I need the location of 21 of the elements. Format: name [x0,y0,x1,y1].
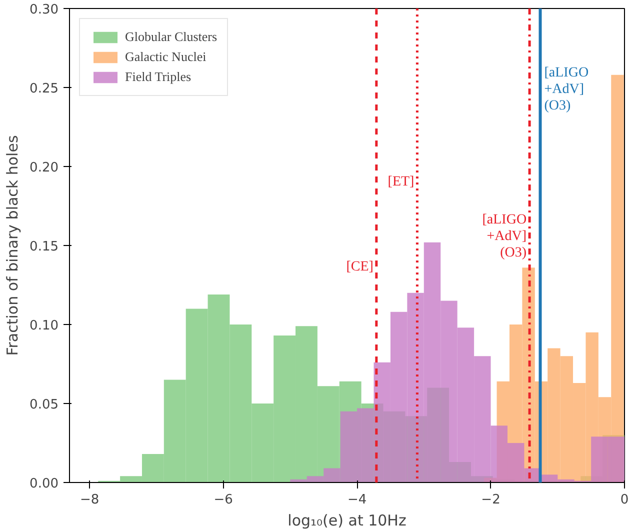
legend-label: Galactic Nuclei [125,49,206,65]
ref-line-label: [aLIGO +AdV] (O3) [544,65,589,114]
y-tick-label: 0.30 [30,2,59,18]
y-tick-label: 0.15 [30,240,59,254]
ref-line-label: [aLIGO +AdV] (O3) [482,212,527,260]
legend-label: Field Triples [125,69,192,85]
y-tick-label: 0.25 [30,82,59,96]
y-tick-label: 0.05 [30,398,59,412]
x-tick-label: −6 [214,492,233,508]
ref-line-label: [CE] [346,260,374,275]
y-tick-label: 0.10 [30,318,59,334]
x-tick-label: −4 [347,492,367,508]
legend-label: Globular Clusters [125,29,218,45]
y-tick-label: 0.00 [30,476,59,492]
x-tick-label: 0 [620,492,629,508]
y-axis-title: Fraction of binary black holes [4,135,22,356]
x-axis-title: log₁₀(e) at 10Hz [288,512,406,530]
ref-line-label: [ET] [388,174,414,190]
y-tick-label: 0.20 [30,160,59,176]
x-tick-label: −8 [80,492,100,508]
x-tick-label: −2 [481,492,500,508]
